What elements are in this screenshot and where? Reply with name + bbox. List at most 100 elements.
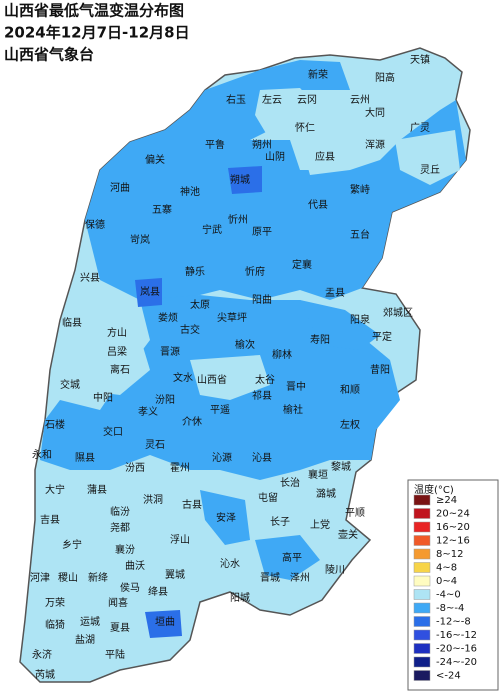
county-label: 山西省 bbox=[197, 373, 227, 386]
county-label: 黎城 bbox=[331, 460, 351, 473]
county-label: 襄垣 bbox=[308, 468, 328, 481]
county-label: 晋中 bbox=[286, 380, 306, 393]
county-label: 忻州 bbox=[228, 213, 248, 226]
county-label: 泽州 bbox=[290, 572, 310, 584]
legend-swatch bbox=[413, 494, 431, 506]
county-label: 平定 bbox=[372, 330, 392, 343]
county-label: 晋源 bbox=[160, 345, 180, 358]
zone bbox=[255, 88, 320, 140]
county-label: 柳林 bbox=[272, 348, 292, 361]
county-label: 云冈 bbox=[297, 94, 317, 106]
county-label: 临县 bbox=[62, 316, 82, 329]
legend-label: -16~-12 bbox=[436, 630, 477, 641]
county-label: 广灵 bbox=[410, 122, 430, 134]
county-label: 古交 bbox=[180, 323, 200, 336]
county-label: 孝义 bbox=[138, 406, 158, 418]
county-label: 左权 bbox=[340, 418, 360, 431]
county-label: 襄汾 bbox=[115, 543, 135, 556]
county-label: 陵川 bbox=[325, 564, 345, 576]
county-label: 山阴 bbox=[265, 151, 285, 163]
legend-swatch bbox=[413, 656, 431, 668]
county-label: 晋城 bbox=[260, 572, 280, 584]
county-label: 稷山 bbox=[58, 572, 78, 584]
county-label: 长子 bbox=[270, 516, 290, 528]
county-label: 灵丘 bbox=[420, 164, 440, 176]
legend-label: -20~-16 bbox=[436, 644, 477, 655]
county-label: 沁县 bbox=[252, 452, 272, 464]
county-label: 朔城 bbox=[230, 173, 250, 186]
county-label: 朔州 bbox=[252, 138, 272, 151]
county-label: 忻府 bbox=[245, 265, 265, 278]
county-label: 上党 bbox=[310, 518, 330, 531]
county-label: 应县 bbox=[315, 150, 335, 163]
county-label: 永济 bbox=[32, 648, 52, 661]
zone bbox=[300, 138, 350, 175]
legend-label: ≥24 bbox=[436, 495, 457, 506]
county-label: 盂县 bbox=[325, 287, 345, 299]
county-label: 怀仁 bbox=[295, 122, 315, 134]
county-label: 平鲁 bbox=[205, 138, 225, 151]
county-label: 宁武 bbox=[202, 223, 222, 236]
county-label: 汾阳 bbox=[155, 394, 175, 406]
legend-swatch bbox=[413, 670, 431, 681]
legend-swatch bbox=[413, 629, 431, 641]
county-label: 芮城 bbox=[35, 668, 55, 681]
legend-label: 8~12 bbox=[436, 549, 463, 560]
county-label: 高平 bbox=[282, 551, 302, 564]
legend-title: 温度(°C) bbox=[414, 483, 454, 496]
county-label: 盐湖 bbox=[75, 633, 95, 646]
county-label: 大宁 bbox=[45, 483, 65, 496]
legend-swatch bbox=[413, 548, 431, 560]
county-label: 郊城区 bbox=[383, 306, 413, 319]
county-label: 太原 bbox=[190, 298, 210, 311]
county-label: 屯留 bbox=[258, 491, 278, 504]
county-label: 尧都 bbox=[110, 521, 130, 534]
county-label: 定襄 bbox=[292, 258, 312, 271]
county-label: 寿阳 bbox=[310, 333, 330, 346]
county-label: 汾西 bbox=[125, 462, 145, 474]
county-label: 垣曲 bbox=[155, 616, 175, 628]
county-label: 兴县 bbox=[80, 272, 100, 284]
county-label: 祁县 bbox=[252, 389, 272, 402]
county-label: 安泽 bbox=[216, 511, 236, 524]
county-label: 永和 bbox=[32, 448, 52, 461]
county-label: 原平 bbox=[252, 226, 272, 238]
county-label: 阳高 bbox=[375, 71, 395, 84]
county-label: 岢岚 bbox=[130, 234, 150, 246]
legend-label: 12~16 bbox=[436, 536, 470, 547]
county-label: 神池 bbox=[180, 185, 200, 198]
county-label: 阳城 bbox=[230, 592, 250, 604]
county-label: 曲沃 bbox=[125, 560, 145, 572]
county-label: 夏县 bbox=[110, 622, 130, 634]
county-label: 长治 bbox=[280, 476, 300, 489]
county-label: 大同 bbox=[365, 106, 385, 119]
county-label: 乡宁 bbox=[62, 538, 82, 551]
county-label: 离石 bbox=[110, 363, 130, 376]
county-label: 阳曲 bbox=[252, 294, 272, 306]
county-label: 沁源 bbox=[212, 451, 232, 464]
county-label: 平陆 bbox=[105, 648, 125, 661]
county-label: 河曲 bbox=[110, 182, 130, 194]
legend-label: <-24 bbox=[436, 671, 461, 682]
county-label: 交口 bbox=[103, 425, 123, 438]
county-label: 古县 bbox=[182, 498, 202, 511]
zone bbox=[255, 535, 320, 580]
title: 山西省最低气温变温分布图 bbox=[4, 2, 184, 20]
county-label: 静乐 bbox=[185, 265, 205, 278]
legend-label: -12~-8 bbox=[436, 617, 471, 628]
period: 2024年12月7日-12月8日 bbox=[4, 24, 190, 42]
county-label: 榆社 bbox=[283, 403, 303, 416]
county-label: 吕梁 bbox=[107, 345, 127, 358]
county-label: 临汾 bbox=[110, 505, 130, 518]
county-label: 浑源 bbox=[365, 138, 385, 151]
county-label: 临猗 bbox=[45, 618, 65, 631]
county-label: 中阳 bbox=[93, 391, 113, 404]
county-label: 岚县 bbox=[140, 286, 160, 298]
county-label: 闻喜 bbox=[108, 596, 128, 609]
county-label: 天镇 bbox=[410, 53, 430, 66]
county-label: 壶关 bbox=[338, 528, 358, 541]
county-label: 五台 bbox=[350, 228, 370, 241]
zone bbox=[190, 355, 270, 400]
zone bbox=[200, 490, 250, 545]
